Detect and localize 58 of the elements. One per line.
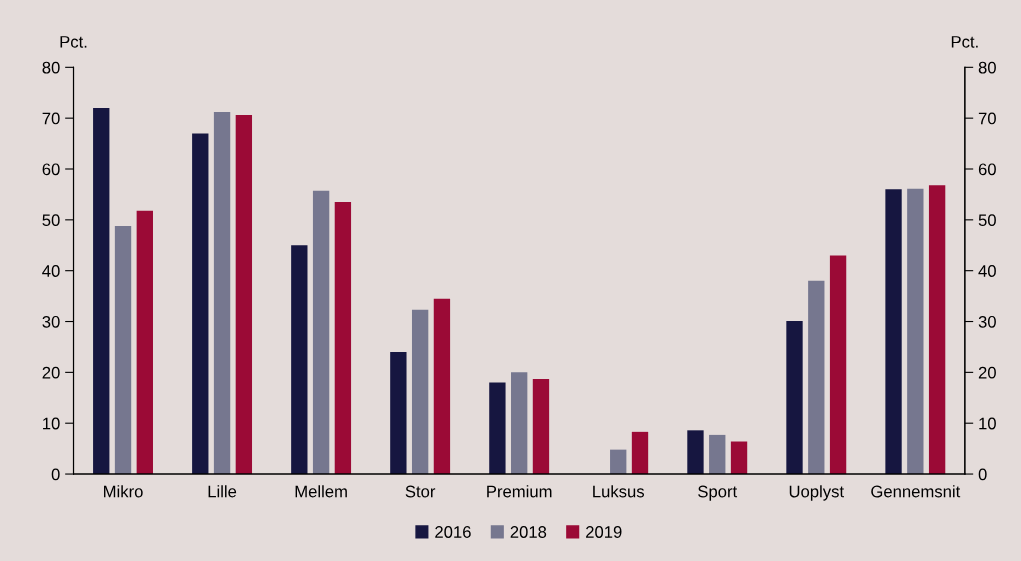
bar	[235, 115, 253, 475]
y-tick-label: 70	[42, 112, 60, 125]
y2-axis-title: Pct.	[951, 36, 978, 48]
y-tick-label: 40	[42, 265, 60, 277]
y-tick-label: 0	[51, 468, 60, 481]
bar	[291, 245, 308, 475]
x-tick-label: Mellem	[295, 485, 347, 498]
legend-label: 2019	[586, 526, 622, 538]
bar	[808, 280, 825, 475]
y-tick-label: 60	[42, 163, 60, 176]
legend-label: 2016	[435, 526, 471, 538]
bar	[907, 188, 924, 475]
x-tick-label: Luksus	[593, 485, 645, 498]
bar	[213, 112, 231, 475]
x-tick-label: Premium	[487, 485, 552, 498]
y2-tick-label: 0	[978, 468, 987, 481]
y2-tick-label: 30	[978, 315, 996, 328]
bar	[334, 202, 352, 475]
bar	[489, 382, 506, 475]
y2-tick-label: 40	[978, 265, 996, 277]
y-tick-label: 30	[42, 315, 60, 328]
bar	[114, 225, 132, 475]
bar	[687, 430, 704, 475]
y-tick-label: 80	[42, 61, 60, 74]
y2-tick-label: 10	[979, 417, 996, 430]
legend-label: 2018	[510, 526, 547, 538]
bar	[511, 372, 528, 475]
y-tick-label: 20	[42, 366, 60, 379]
bar	[610, 449, 627, 475]
bar	[532, 378, 550, 475]
bar	[136, 210, 153, 475]
y2-tick-label: 80	[978, 61, 996, 74]
y-axis-title: Pct.	[60, 36, 87, 48]
x-tick-label: Lille	[208, 485, 237, 498]
bar	[390, 352, 407, 475]
bar	[829, 255, 847, 475]
bar	[433, 298, 451, 475]
bar	[411, 309, 429, 475]
x-tick-label: Mikro	[104, 485, 143, 498]
y2-tick-label: 60	[978, 163, 996, 176]
x-tick-label: Stor	[405, 485, 436, 498]
bar	[709, 434, 726, 475]
bar	[192, 133, 209, 475]
y2-tick-label: 70	[978, 112, 996, 125]
x-tick-label: Uoplyst	[789, 485, 844, 501]
y-tick-label: 10	[43, 417, 60, 430]
bar	[928, 185, 946, 475]
x-tick-label: Sport	[698, 485, 738, 501]
bar	[631, 431, 649, 475]
bar	[93, 107, 110, 475]
bar	[312, 190, 330, 475]
bar	[786, 321, 803, 475]
y2-tick-label: 50	[978, 214, 996, 227]
x-tick-label: Gennemsnit	[871, 485, 961, 498]
y2-tick-label: 20	[978, 366, 996, 379]
bar	[730, 441, 748, 475]
bar	[885, 189, 902, 475]
y-tick-label: 50	[42, 214, 60, 227]
